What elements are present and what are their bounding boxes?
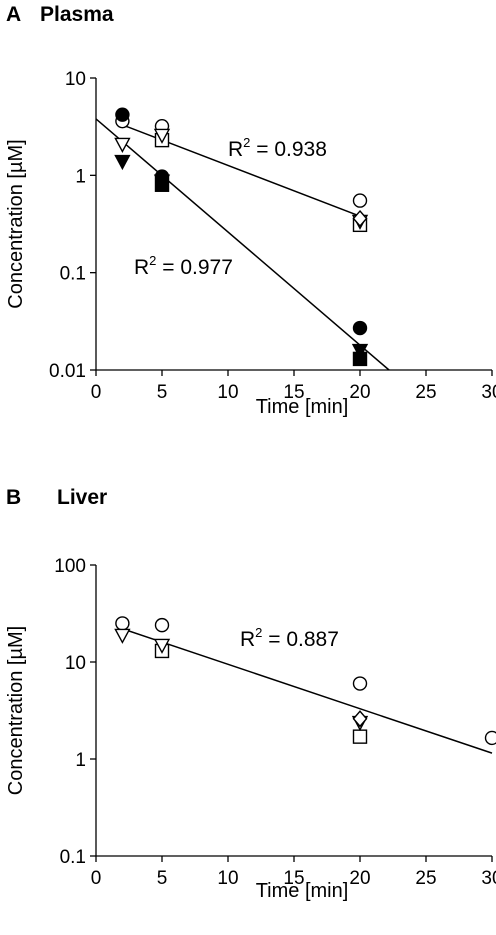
x-tick-label: 25 [415, 382, 436, 403]
x-tick-label: 10 [217, 382, 238, 403]
data-point-triangle-down-filled [351, 343, 369, 360]
data-point-circle-open [352, 193, 368, 208]
x-tick-label: 0 [91, 868, 102, 889]
data-point-triangle-down-open [114, 628, 131, 644]
x-tick-label: 15 [283, 382, 304, 403]
x-axis-label: Time [min] [256, 396, 349, 418]
data-point-circle-open [352, 676, 368, 691]
panel-label: B [6, 486, 21, 509]
y-tick-label: 1 [75, 166, 86, 187]
y-tick-label: 0.1 [60, 847, 86, 868]
y-tick-label: 0.01 [49, 361, 86, 382]
data-point-triangle-down-open [114, 137, 131, 153]
r-squared-sup: 2 [243, 135, 250, 150]
x-tick-label: 15 [283, 868, 304, 889]
x-tick-label: 20 [349, 868, 370, 889]
r-squared-r: R [240, 628, 255, 651]
r-squared-label: R2 = 0.887 [240, 625, 339, 651]
r-squared-r: R [228, 138, 243, 161]
x-tick-label: 25 [415, 868, 436, 889]
data-point-triangle-down-open [153, 128, 171, 144]
panel-a-plasma: 0.01 0.1 1 10 0 5 10 15 20 25 30 Time [min] Concentr… [5, 3, 496, 418]
r-squared-value: = 0.977 [156, 256, 232, 279]
data-point-triangle-down-filled [153, 174, 171, 190]
y-tick-label: 10 [65, 69, 86, 90]
y-tick-label: 0.1 [60, 264, 86, 285]
x-tick-label: 30 [481, 868, 496, 889]
x-axis-label: Time [min] [256, 880, 349, 902]
panel-label: A [6, 3, 21, 26]
data-point-circle-open [154, 617, 170, 633]
y-axis-label: Concentration [µM] [5, 626, 27, 795]
data-point-diamond-open [352, 209, 368, 228]
r-squared-sup: 2 [255, 625, 262, 640]
r-squared-sup: 2 [149, 253, 156, 268]
y-tick-label: 1 [75, 750, 86, 771]
data-point-square-open [352, 729, 368, 744]
panel-b-liver: 0.1 1 10 100 0 5 10 15 20 25 30 Time [min] Concentra… [5, 486, 496, 902]
data-point-triangle-down-filled [114, 154, 131, 171]
r-squared-label: R2 = 0.938 [228, 135, 327, 161]
fit-line [122, 628, 493, 754]
data-point-circle-filled [352, 320, 368, 336]
r-squared-r: R [134, 256, 149, 279]
x-tick-label: 0 [91, 382, 102, 403]
data-point-circle-open [484, 730, 496, 746]
r-squared-label: R2 = 0.977 [134, 253, 233, 279]
data-point-diamond-open [352, 710, 368, 728]
x-tick-label: 5 [157, 868, 168, 889]
r-squared-value: = 0.938 [250, 138, 326, 161]
panel-title: Liver [57, 486, 107, 509]
data-point-circle-open [115, 616, 130, 631]
r-squared-value: = 0.887 [262, 628, 338, 651]
x-tick-label: 30 [481, 382, 496, 403]
data-point-triangle-down-open [153, 638, 171, 654]
x-tick-label: 20 [349, 382, 370, 403]
fit-line [96, 118, 390, 371]
y-tick-label: 100 [54, 556, 86, 577]
y-tick-label: 10 [65, 653, 86, 674]
data-point-circle-filled [115, 107, 130, 122]
x-tick-label: 10 [217, 868, 238, 889]
panel-title: Plasma [40, 3, 114, 26]
x-tick-label: 5 [157, 382, 168, 403]
y-axis-label: Concentration [µM] [5, 139, 27, 308]
